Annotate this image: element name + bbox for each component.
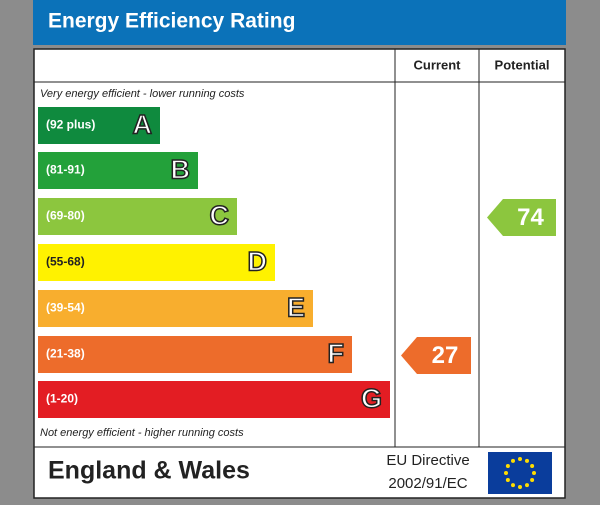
band-letter: D: [248, 247, 268, 277]
star: [530, 478, 535, 482]
top-note: Very energy efficient - lower running co…: [40, 88, 245, 100]
header-bar: [33, 0, 566, 45]
star: [518, 485, 522, 489]
bottom-note: Not energy efficient - higher running co…: [40, 427, 244, 439]
band-range: (69-80): [46, 209, 85, 223]
current-header: Current: [414, 57, 462, 72]
rating-value: 74: [517, 204, 544, 231]
star: [525, 483, 529, 488]
band: [38, 381, 390, 418]
band: [38, 152, 198, 189]
band: [38, 107, 160, 144]
band: [38, 290, 313, 327]
band-letter: B: [171, 155, 191, 185]
band-letter: C: [210, 201, 230, 231]
title: Energy Efficiency Rating: [48, 10, 295, 33]
band-range: (1-20): [46, 392, 78, 406]
potential-header: Potential: [495, 57, 550, 72]
eu-flag: [488, 452, 552, 494]
band-range: (21-38): [46, 347, 85, 361]
band-letter: E: [287, 293, 305, 323]
band-letter: G: [361, 384, 382, 414]
directive: EU Directive: [386, 452, 469, 469]
star: [530, 464, 535, 468]
star: [525, 458, 529, 463]
band: [38, 244, 275, 281]
band-range: (55-68): [46, 255, 85, 269]
star: [532, 471, 536, 475]
band-letter: A: [133, 110, 153, 140]
star: [505, 464, 510, 468]
directive-code: 2002/91/EC: [388, 475, 467, 492]
band: [38, 336, 352, 373]
band-letter: F: [328, 339, 345, 369]
star: [505, 478, 510, 482]
rating-value: 27: [432, 342, 459, 369]
star: [518, 457, 522, 461]
band-range: (81-91): [46, 163, 85, 177]
band-range: (39-54): [46, 301, 85, 315]
star: [511, 483, 515, 488]
region: England & Wales: [48, 457, 250, 485]
rating-arrow: [401, 337, 471, 374]
star: [504, 471, 508, 475]
rating-arrow: [487, 199, 556, 236]
band-range: (92 plus): [46, 118, 95, 132]
star: [511, 458, 515, 463]
band: [38, 198, 237, 235]
